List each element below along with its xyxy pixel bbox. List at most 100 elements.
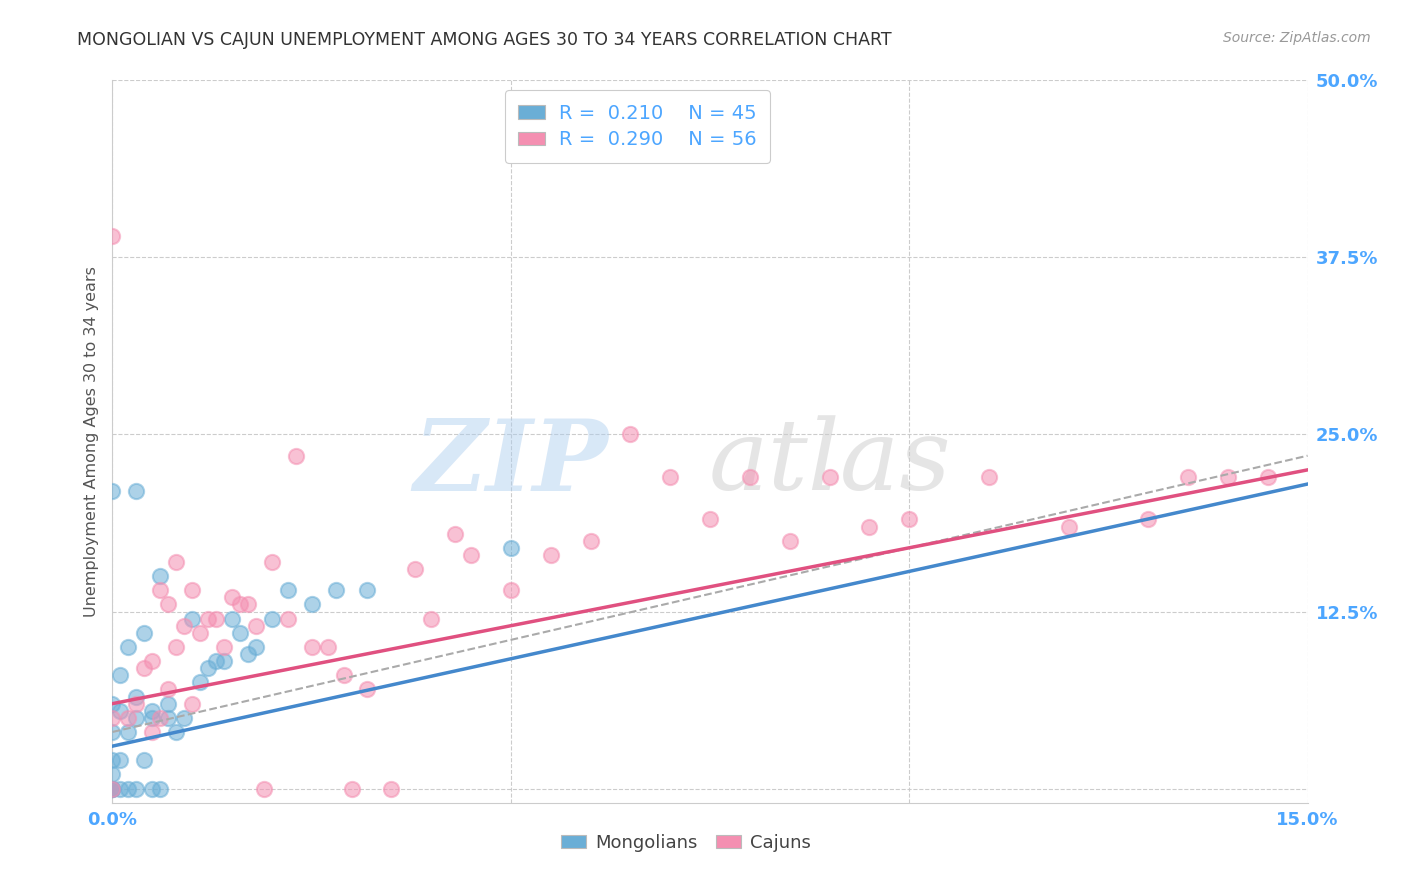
Point — [779, 533, 801, 548]
Point — [149, 569, 172, 583]
Point — [110, 668, 132, 682]
Point — [157, 682, 180, 697]
Point — [197, 612, 219, 626]
Text: ZIP: ZIP — [413, 415, 609, 511]
Point — [141, 704, 163, 718]
Point — [236, 598, 259, 612]
Point — [157, 598, 180, 612]
Text: Source: ZipAtlas.com: Source: ZipAtlas.com — [1223, 31, 1371, 45]
Point — [205, 654, 228, 668]
Point — [101, 781, 124, 796]
Point — [173, 711, 195, 725]
Point — [1137, 512, 1160, 526]
Point — [165, 640, 187, 654]
Point — [134, 753, 156, 767]
Point — [325, 583, 347, 598]
Point — [898, 512, 921, 526]
Point — [332, 668, 354, 682]
Text: MONGOLIAN VS CAJUN UNEMPLOYMENT AMONG AGES 30 TO 34 YEARS CORRELATION CHART: MONGOLIAN VS CAJUN UNEMPLOYMENT AMONG AG… — [77, 31, 891, 49]
Point — [181, 697, 204, 711]
Point — [117, 640, 139, 654]
Point — [253, 781, 276, 796]
Point — [125, 711, 148, 725]
Point — [277, 612, 299, 626]
Point — [277, 583, 299, 598]
Point — [125, 697, 148, 711]
Point — [101, 725, 124, 739]
Point — [101, 781, 124, 796]
Point — [157, 697, 180, 711]
Point — [1177, 470, 1199, 484]
Point — [117, 781, 139, 796]
Point — [245, 640, 267, 654]
Point — [141, 781, 163, 796]
Point — [110, 753, 132, 767]
Point — [141, 654, 163, 668]
Text: atlas: atlas — [709, 416, 950, 511]
Point — [818, 470, 841, 484]
Point — [141, 725, 163, 739]
Point — [404, 562, 426, 576]
Point — [221, 591, 243, 605]
Point — [188, 675, 211, 690]
Point — [101, 767, 124, 781]
Point — [444, 526, 467, 541]
Point — [110, 781, 132, 796]
Point — [1216, 470, 1239, 484]
Point — [149, 583, 172, 598]
Point — [738, 470, 761, 484]
Point — [101, 697, 124, 711]
Point — [301, 598, 323, 612]
Point — [284, 449, 307, 463]
Point — [181, 612, 204, 626]
Point — [659, 470, 682, 484]
Point — [340, 781, 363, 796]
Point — [173, 618, 195, 632]
Point — [260, 555, 283, 569]
Point — [197, 661, 219, 675]
Point — [101, 781, 124, 796]
Point — [101, 781, 124, 796]
Point — [157, 711, 180, 725]
Point — [205, 612, 228, 626]
Y-axis label: Unemployment Among Ages 30 to 34 years: Unemployment Among Ages 30 to 34 years — [83, 266, 98, 617]
Point — [117, 725, 139, 739]
Point — [125, 781, 148, 796]
Point — [101, 711, 124, 725]
Point — [134, 625, 156, 640]
Point — [181, 583, 204, 598]
Legend: Mongolians, Cajuns: Mongolians, Cajuns — [554, 826, 818, 859]
Point — [236, 647, 259, 661]
Point — [141, 711, 163, 725]
Point — [245, 618, 267, 632]
Point — [356, 682, 378, 697]
Point — [260, 612, 283, 626]
Point — [110, 704, 132, 718]
Point — [188, 625, 211, 640]
Point — [165, 725, 187, 739]
Point — [212, 654, 235, 668]
Point — [101, 229, 124, 244]
Point — [1057, 519, 1080, 533]
Point — [301, 640, 323, 654]
Point — [221, 612, 243, 626]
Point — [165, 555, 187, 569]
Point — [380, 781, 402, 796]
Point — [420, 612, 443, 626]
Point — [125, 690, 148, 704]
Point — [460, 548, 482, 562]
Point — [125, 484, 148, 499]
Point — [1257, 470, 1279, 484]
Point — [699, 512, 721, 526]
Point — [101, 484, 124, 499]
Point — [540, 548, 562, 562]
Point — [149, 711, 172, 725]
Point — [101, 753, 124, 767]
Point — [858, 519, 880, 533]
Point — [117, 711, 139, 725]
Point — [499, 583, 522, 598]
Point — [316, 640, 339, 654]
Point — [499, 541, 522, 555]
Point — [579, 533, 602, 548]
Point — [977, 470, 1000, 484]
